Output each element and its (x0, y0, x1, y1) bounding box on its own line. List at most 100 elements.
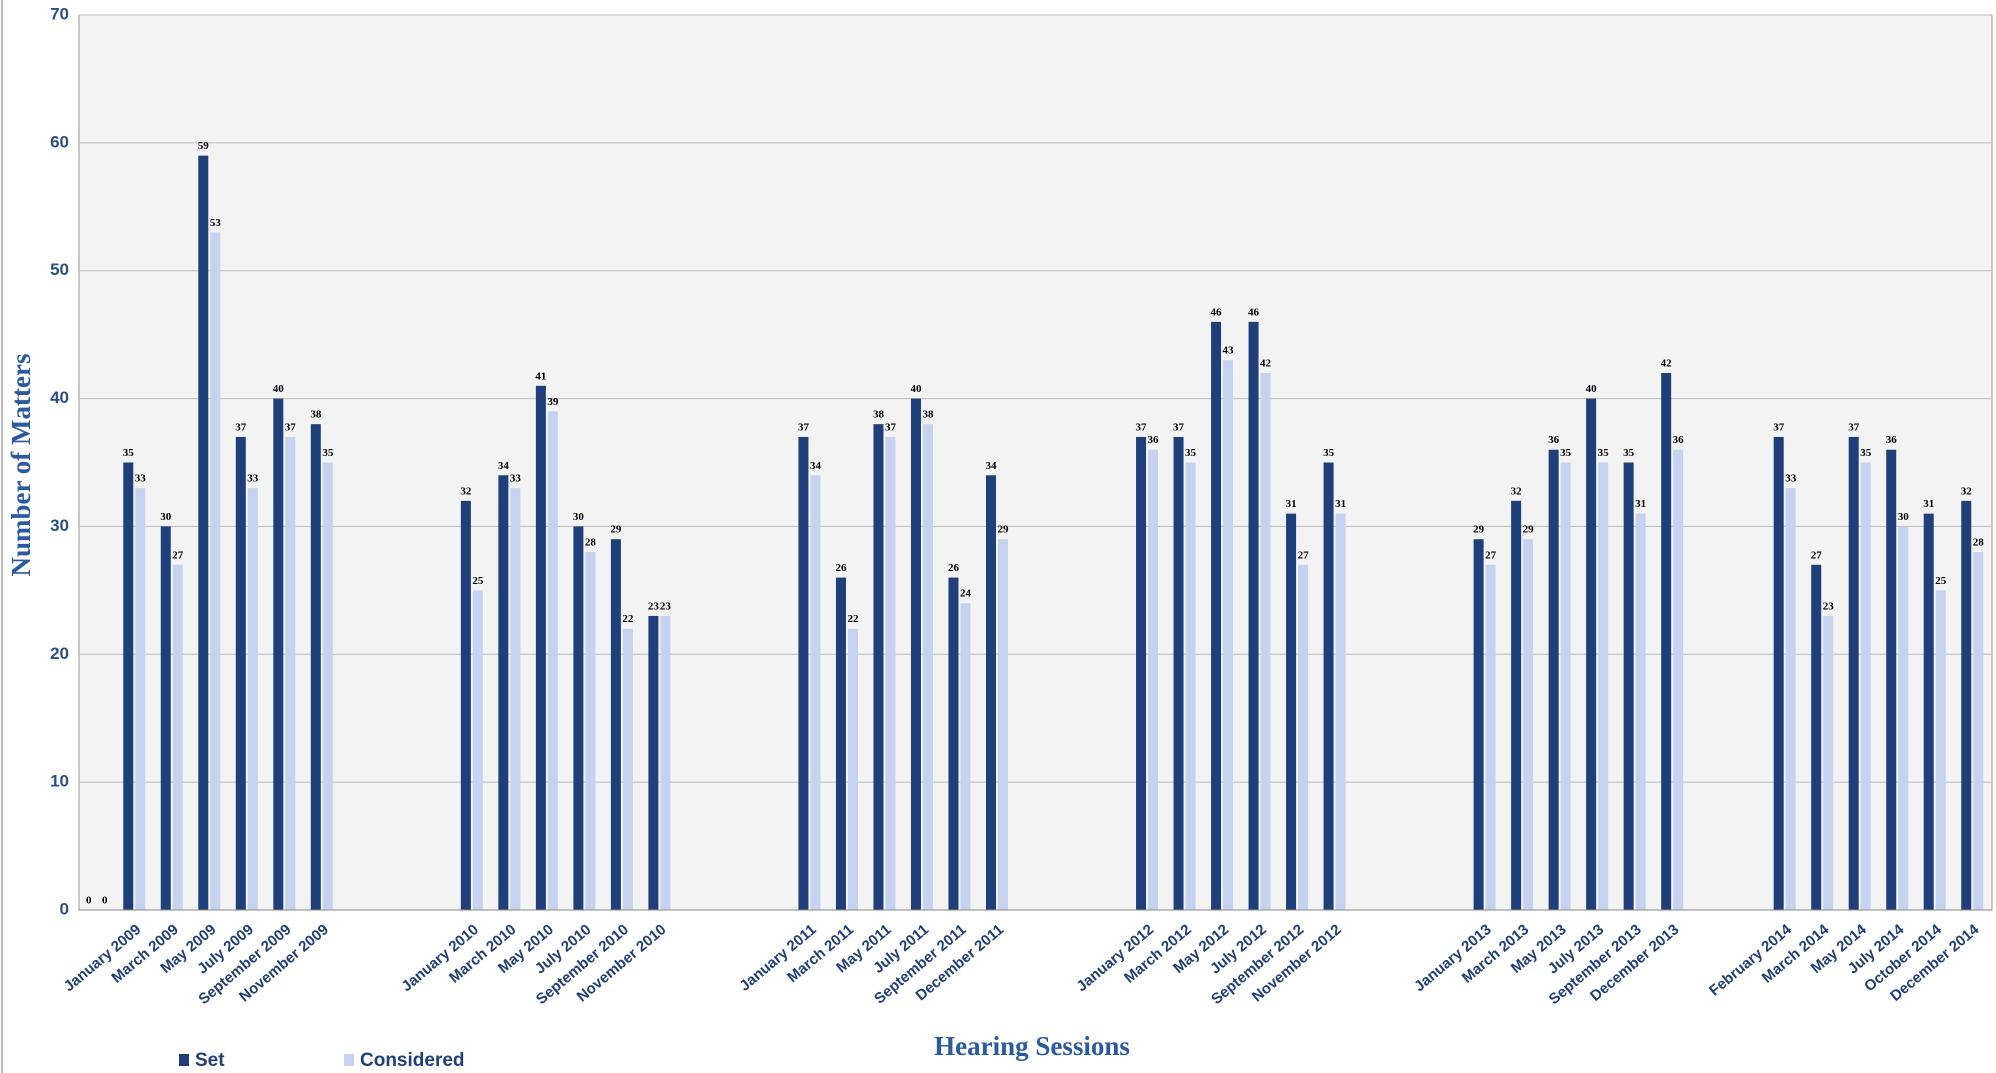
bar (1673, 449, 1684, 910)
bar (1223, 360, 1234, 910)
value-label: 42 (1661, 358, 1673, 370)
value-label: 33 (510, 473, 522, 485)
value-label: 23 (1823, 600, 1835, 612)
bar (835, 577, 846, 910)
value-label: 37 (1173, 421, 1185, 433)
bar (310, 424, 321, 910)
bar (247, 488, 258, 910)
value-label: 40 (1586, 383, 1598, 395)
value-label: 28 (585, 537, 597, 549)
bar (510, 488, 521, 910)
bar (285, 436, 296, 910)
bar (535, 385, 546, 910)
bar (498, 475, 509, 910)
value-label: 35 (1598, 447, 1610, 459)
value-label: 37 (1136, 421, 1148, 433)
value-label: 59 (198, 140, 210, 152)
value-label: 41 (535, 370, 546, 382)
bar (1485, 564, 1496, 910)
legend-label: Considered (360, 1050, 465, 1071)
value-label: 32 (1961, 485, 1973, 497)
value-label: 35 (1860, 447, 1872, 459)
bar (1661, 373, 1672, 910)
bar (172, 564, 183, 910)
value-label: 43 (1223, 345, 1235, 357)
value-label: 25 (1935, 575, 1947, 587)
bar (922, 424, 933, 910)
legend-swatch (344, 1054, 354, 1066)
value-label: 35 (322, 447, 334, 459)
bar (948, 577, 959, 910)
value-label: 35 (1560, 447, 1572, 459)
bar (1635, 513, 1646, 910)
bar (1886, 449, 1897, 910)
bar (1785, 488, 1796, 910)
value-label: 35 (123, 447, 135, 459)
value-label: 32 (460, 485, 472, 497)
value-label: 31 (1635, 498, 1646, 510)
bar (547, 411, 558, 910)
value-label: 40 (910, 383, 922, 395)
value-label: 36 (1673, 434, 1685, 446)
y-tick-label: 60 (50, 132, 69, 151)
bar (198, 155, 209, 911)
bar (585, 552, 596, 910)
bar (660, 615, 671, 910)
value-label: 33 (1785, 473, 1797, 485)
bar (1898, 526, 1909, 910)
value-label: 23 (660, 600, 672, 612)
value-label: 31 (1923, 498, 1934, 510)
y-tick-label: 0 (60, 899, 69, 918)
value-label: 29 (610, 524, 622, 536)
value-label: 46 (1211, 306, 1223, 318)
bar (1173, 436, 1184, 910)
bar (910, 398, 921, 910)
bar (847, 628, 858, 910)
bar (622, 628, 633, 910)
bar (123, 462, 134, 910)
value-label: 46 (1248, 306, 1260, 318)
bar (1598, 462, 1609, 910)
value-label: 25 (472, 575, 484, 587)
value-label: 30 (573, 511, 585, 523)
value-label: 26 (948, 562, 960, 574)
value-label: 33 (247, 473, 259, 485)
y-tick-label: 30 (50, 516, 69, 535)
y-tick-label: 40 (50, 388, 69, 407)
value-label: 0 (86, 895, 92, 907)
value-label: 34 (810, 460, 822, 472)
bar (1560, 462, 1571, 910)
value-label: 31 (1286, 498, 1297, 510)
value-label: 40 (273, 383, 285, 395)
bar (1511, 500, 1522, 910)
value-label: 24 (960, 588, 972, 600)
bar (960, 603, 971, 910)
value-label: 27 (1298, 549, 1310, 561)
value-label: 29 (1523, 524, 1535, 536)
bar (1548, 449, 1559, 910)
value-label: 0 (102, 895, 108, 907)
value-label: 36 (1886, 434, 1898, 446)
bar (1973, 552, 1984, 910)
bar (873, 424, 884, 910)
bar (1298, 564, 1309, 910)
bar (1623, 462, 1634, 910)
bar (1323, 462, 1334, 910)
bar (472, 590, 483, 910)
value-label: 23 (648, 600, 660, 612)
value-label: 35 (1185, 447, 1197, 459)
bar (1773, 436, 1784, 910)
bar (1148, 449, 1159, 910)
value-label: 35 (1623, 447, 1635, 459)
bar (1923, 513, 1934, 910)
value-label: 38 (873, 409, 885, 421)
value-label: 53 (210, 217, 222, 229)
value-label: 38 (922, 409, 934, 421)
bar (1523, 539, 1534, 910)
bar (1823, 615, 1834, 910)
value-label: 34 (985, 460, 997, 472)
value-label: 33 (135, 473, 147, 485)
bar (648, 615, 659, 910)
bar (985, 475, 996, 910)
